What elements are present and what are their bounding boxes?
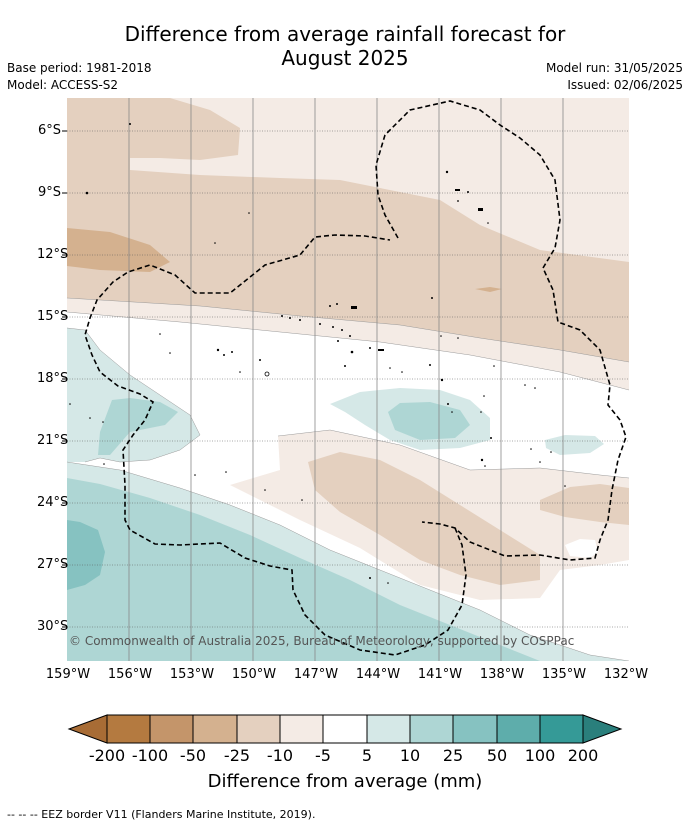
lon-label-138w: 138°W [479, 667, 525, 682]
lat-label-27s: 27°S [37, 557, 69, 572]
colorbar-bin-2 [149, 714, 194, 744]
issued-date: Issued: 02/06/2025 [567, 78, 683, 92]
colorbar-label: -100 [131, 746, 169, 765]
colorbar-title: Difference from average (mm) [207, 771, 483, 792]
base-period: Base period: 1981-2018 [7, 61, 152, 75]
colorbar-label: 200 [567, 746, 599, 765]
lon-label-132w: 132°W [603, 667, 649, 682]
colorbar-bin-9 [452, 714, 498, 744]
lon-label-153w: 153°W [169, 667, 215, 682]
lon-label-159w: 159°W [45, 667, 91, 682]
lon-label-156w: 156°W [107, 667, 153, 682]
colorbar-max-arrow [582, 714, 623, 744]
lat-label-12s: 12°S [37, 247, 69, 262]
title-line-2: August 2025 [281, 46, 409, 70]
dry-region-north-medium [67, 98, 629, 362]
meta-left: Base period: 1981-2018 Model: ACCESS-S2 [7, 60, 152, 94]
lat-label-21s: 21°S [37, 433, 69, 448]
eez-legend-footnote: -- -- -- EEZ border V11 (Flanders Marine… [7, 808, 316, 821]
colorbar-label: 50 [486, 746, 508, 765]
lon-label-141w: 141°W [417, 667, 463, 682]
colorbar-min-arrow [67, 714, 108, 744]
neutral-hole-southeast [565, 539, 598, 558]
model-name: Model: ACCESS-S2 [7, 78, 119, 92]
wet-region-east [545, 435, 604, 455]
model-run: Model run: 31/05/2025 [545, 61, 683, 75]
colorbar-label: -10 [266, 746, 294, 765]
lat-label-18s: 18°S [37, 371, 69, 386]
meta-right: Model run: 31/05/2025 Issued: 02/06/2025 [546, 60, 683, 94]
lat-label-9s: 9°S [37, 185, 61, 200]
wet-region-west-light [67, 328, 200, 462]
colorbar-bin-6 [322, 714, 368, 744]
colorbar-label: -50 [179, 746, 207, 765]
lat-label-30s: 30°S [37, 619, 69, 634]
colorbar-bin-7 [366, 714, 411, 744]
dry-region-south-medium [308, 452, 540, 585]
lon-label-150w: 150°W [231, 667, 277, 682]
map-plot-area [67, 98, 629, 661]
lon-label-144w: 144°W [355, 667, 401, 682]
colorbar-label: -25 [223, 746, 251, 765]
colorbar-bin-5 [279, 714, 324, 744]
colorbar-bin-3 [192, 714, 238, 744]
title-line-1: Difference from average rainfall forecas… [124, 22, 566, 46]
wet-region-southwest-medium [67, 478, 540, 661]
islands [69, 123, 566, 584]
longitude-gridlines [128, 98, 564, 661]
wet-region-southwest-dark [67, 520, 105, 590]
colorbar-label: 100 [524, 746, 556, 765]
colorbar [67, 714, 623, 744]
colorbar-bin-4 [236, 714, 281, 744]
lon-label-135w: 135°W [541, 667, 587, 682]
colorbar-bin-10 [496, 714, 541, 744]
colorbar-bin-11 [539, 714, 584, 744]
dry-region-south-east [540, 484, 629, 525]
lon-label-147w: 147°W [293, 667, 339, 682]
colorbar-label: -5 [315, 746, 331, 765]
colorbar-label: 10 [399, 746, 421, 765]
copyright-notice: © Commonwealth of Australia 2025, Bureau… [69, 634, 575, 648]
wet-region-central-medium [388, 402, 470, 440]
colorbar-label: -200 [88, 746, 126, 765]
eez-border [84, 100, 627, 656]
axis-ticks [62, 130, 67, 628]
colorbar-label: 5 [361, 746, 373, 765]
colorbar-label: 25 [442, 746, 464, 765]
lat-label-6s: 6°S [37, 123, 61, 138]
lat-label-24s: 24°S [37, 495, 69, 510]
colorbar-bin-8 [409, 714, 454, 744]
island-outline [264, 371, 270, 377]
lat-label-15s: 15°S [37, 309, 69, 324]
dry-region-north-dark-small [475, 287, 502, 292]
colorbar-bin-1 [106, 714, 151, 744]
latitude-gridlines [67, 130, 629, 628]
contour-lines [67, 297, 629, 661]
dry-region-north-dark [67, 228, 170, 272]
map-title: Difference from average rainfall forecas… [0, 22, 690, 70]
